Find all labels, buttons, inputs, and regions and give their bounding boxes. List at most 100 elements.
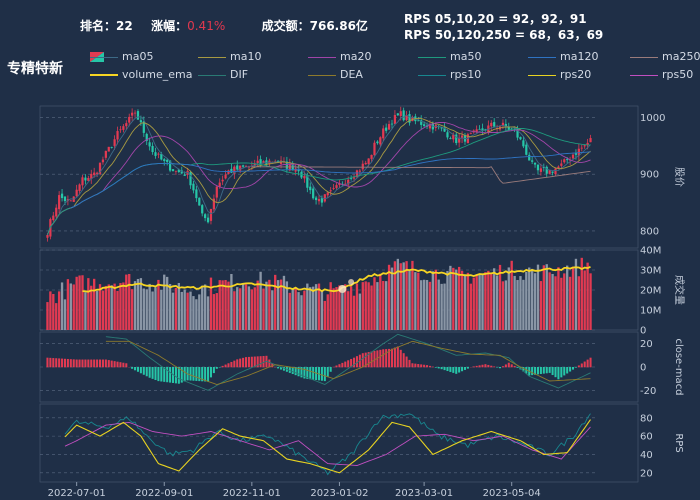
macd-bar (66, 358, 69, 368)
legend-swatch (528, 74, 556, 76)
volume-bar (215, 293, 218, 330)
volume-bar (160, 289, 163, 330)
macd-bar (297, 367, 300, 377)
legend-label: ma250 (662, 50, 700, 63)
candle (504, 123, 507, 127)
line-ma250 (251, 166, 591, 184)
rank-label: 排名： (80, 19, 117, 33)
line-rps10 (64, 413, 591, 476)
candle (239, 165, 242, 171)
macd-bar (116, 361, 119, 368)
macd-bar (239, 358, 242, 368)
macd-bar (136, 367, 139, 372)
volume-bar (90, 285, 93, 330)
volume-bar (428, 281, 432, 330)
candle (157, 153, 160, 155)
volume-bar (484, 272, 487, 330)
volume-bar (63, 299, 67, 330)
x-tick-label: 2022-09-01 (135, 488, 193, 499)
candle (557, 166, 560, 168)
macd-bar (490, 365, 493, 368)
legend-item-ma120: ma120 (528, 50, 598, 63)
macd-bar (551, 367, 554, 376)
candle (224, 174, 227, 179)
volume-bar (551, 273, 554, 330)
candle (58, 195, 61, 210)
candle (151, 145, 154, 153)
candle (350, 178, 353, 180)
candle (586, 142, 589, 146)
line-ma10 (47, 117, 591, 236)
y-tick-label: 40M (640, 246, 661, 257)
macd-bar (230, 361, 233, 368)
candle (60, 193, 64, 199)
volume-bar (206, 296, 210, 330)
macd-bar (58, 358, 61, 368)
macd-bar (341, 362, 344, 368)
volume-bar (84, 292, 87, 330)
volume-bar (174, 287, 178, 330)
line-ma05 (47, 114, 591, 236)
macd-bar (563, 367, 566, 376)
macd-bar (434, 367, 437, 368)
macd-bar (542, 367, 545, 374)
candle (355, 170, 359, 178)
line-DEA (105, 340, 591, 385)
candle (230, 168, 233, 173)
candle (428, 124, 432, 129)
volume-bar (566, 265, 569, 330)
macd-bar (113, 361, 116, 368)
volume-bar (367, 282, 370, 330)
candle (344, 183, 347, 185)
macd-bar (367, 352, 370, 368)
volume-bar (361, 282, 364, 330)
macd-bar (160, 367, 163, 382)
candle (382, 128, 385, 139)
candle (528, 154, 531, 161)
candle (376, 141, 379, 144)
volume-bar (139, 278, 143, 330)
candle (98, 162, 102, 174)
y-tick-label: 0 (640, 363, 646, 374)
macd-bar (539, 367, 542, 375)
macd-bar (201, 367, 204, 382)
candle (183, 174, 186, 176)
macd-bar (122, 362, 125, 368)
volume-ema-marker (338, 285, 347, 293)
volume-bar (66, 279, 70, 330)
macd-bar (443, 367, 446, 371)
volume-bar (568, 276, 572, 330)
candle (370, 154, 373, 159)
macd-bar (478, 365, 481, 368)
volume-bar (355, 283, 359, 330)
candle (525, 144, 528, 155)
macd-bar (411, 363, 414, 368)
macd-bar (388, 348, 391, 368)
legend-label: DIF (230, 68, 249, 81)
volume-bar (414, 272, 417, 330)
candle (133, 112, 137, 114)
volume-bar (250, 289, 254, 330)
macd-bar (224, 364, 227, 368)
macd-bar (335, 365, 338, 368)
volume-bar (253, 287, 256, 330)
volume-bar (393, 261, 397, 330)
volume-bar (166, 276, 169, 330)
candle (352, 177, 356, 179)
volume-bar (399, 263, 402, 330)
volume-bar (513, 275, 516, 330)
macd-bar (557, 367, 560, 380)
line-ma20 (47, 122, 591, 236)
macd-bar (516, 367, 519, 368)
volume-bar (341, 292, 344, 330)
macd-bar (510, 364, 513, 368)
candle (367, 158, 370, 165)
y-axis-label-rps: RPS (673, 433, 684, 452)
volume-bar (244, 284, 248, 330)
macd-bar (350, 358, 353, 368)
candle (154, 152, 157, 156)
candle (168, 160, 172, 171)
y-tick-label: 800 (640, 226, 659, 237)
volume-bar (57, 291, 61, 330)
